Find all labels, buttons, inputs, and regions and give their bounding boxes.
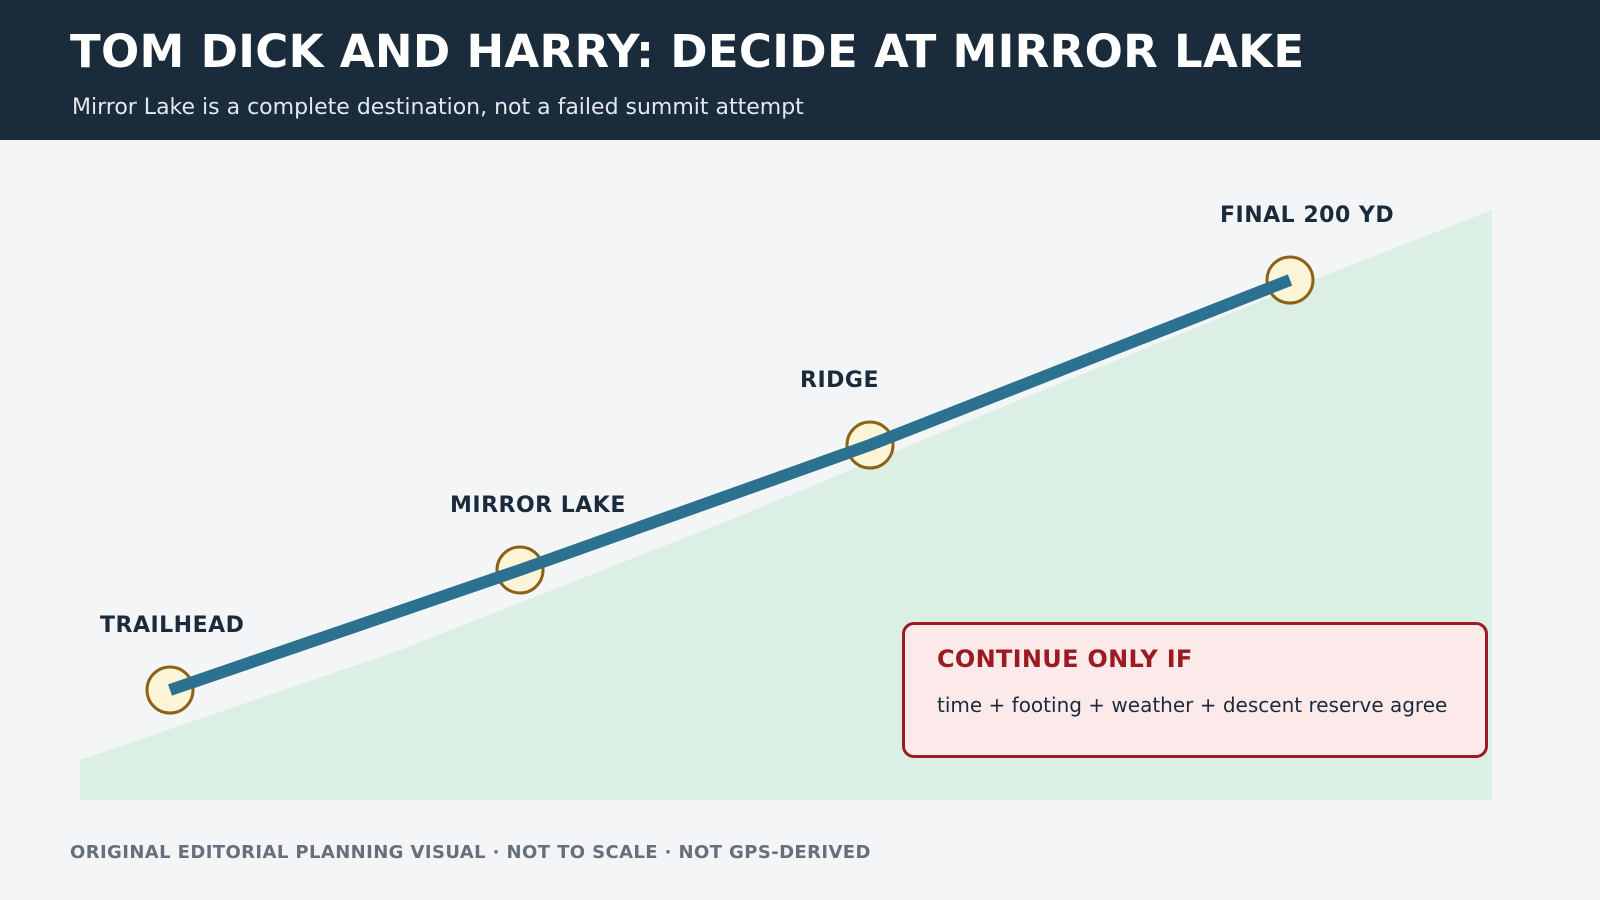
page-title: TOM DICK AND HARRY: DECIDE AT MIRROR LAK… xyxy=(70,25,1305,78)
page-subtitle: Mirror Lake is a complete destination, n… xyxy=(72,95,804,120)
waypoint-trailhead-label: TRAILHEAD xyxy=(100,613,244,638)
route-line-overlay xyxy=(168,274,1293,696)
callout-text: time + footing + weather + descent reser… xyxy=(937,693,1448,717)
footer-note: ORIGINAL EDITORIAL PLANNING VISUAL · NOT… xyxy=(70,842,871,863)
waypoint-mirror-lake-label: MIRROR LAKE xyxy=(450,493,626,518)
waypoint-ridge-label: RIDGE xyxy=(800,368,879,393)
callout-title: CONTINUE ONLY IF xyxy=(937,645,1193,673)
continue-condition-callout: CONTINUE ONLY IF time + footing + weathe… xyxy=(902,622,1488,758)
header-banner: TOM DICK AND HARRY: DECIDE AT MIRROR LAK… xyxy=(0,0,1600,140)
waypoint-final-200-yd-label: FINAL 200 YD xyxy=(1220,203,1394,228)
